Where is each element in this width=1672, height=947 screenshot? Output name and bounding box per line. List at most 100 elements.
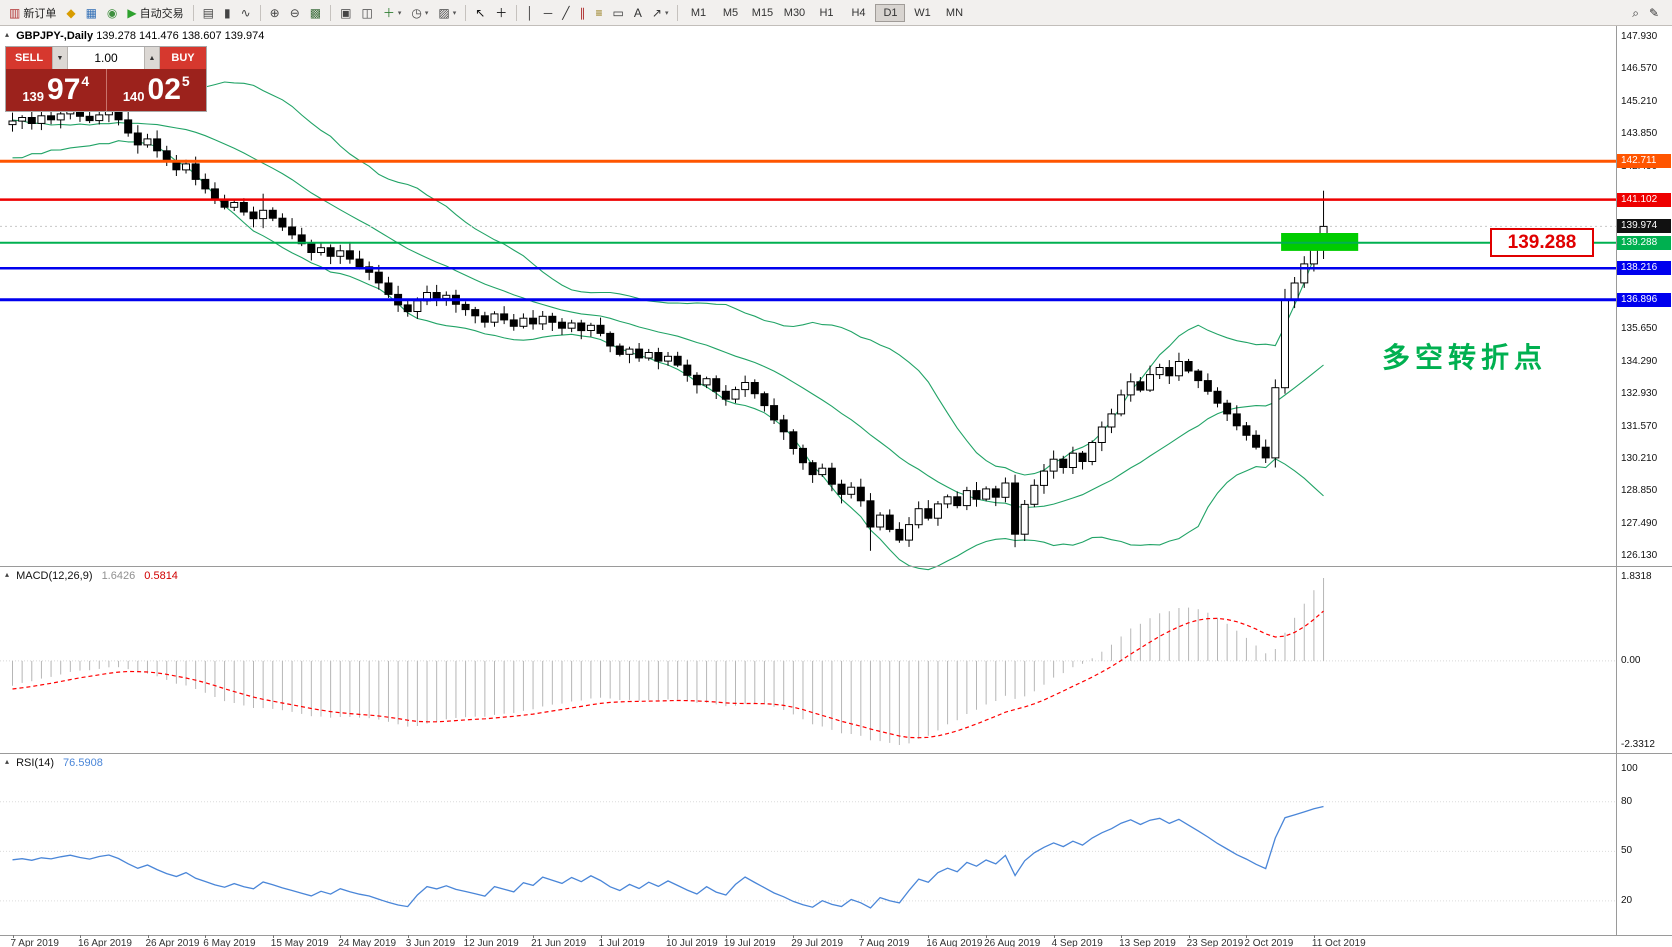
toolbar-separator — [259, 4, 261, 21]
time-axis-label: 2 Oct 2019 — [1244, 938, 1294, 947]
panel-separator-macd[interactable] — [0, 566, 1672, 567]
horizontal-line-icon[interactable]: ─ — [540, 2, 557, 24]
trendline-icon[interactable]: ╱ — [558, 2, 573, 24]
toolbar-separator — [516, 4, 518, 21]
bar-chart-icon[interactable]: ▤ — [199, 2, 218, 24]
time-axis-label: 26 Apr 2019 — [145, 938, 200, 947]
zoom-out-icon: ⊖ — [289, 5, 300, 20]
chevron-down-icon: ▾ — [397, 9, 402, 17]
price-level-badge: 136.896 — [1617, 292, 1671, 307]
cursor-icon[interactable]: ↖ — [471, 2, 489, 24]
buy-button[interactable]: BUY — [160, 47, 206, 69]
rsi-value: 76.5908 — [63, 757, 103, 769]
chevron-down-icon: ▾ — [452, 9, 457, 17]
macd-collapse-icon[interactable]: ▴ — [5, 570, 10, 579]
price-level-badge: 139.288 — [1617, 235, 1671, 250]
zoom-out-icon[interactable]: ⊖ — [286, 2, 304, 24]
time-axis-tick — [205, 935, 207, 938]
candlestick-chart-icon[interactable]: ▮ — [220, 2, 235, 24]
price-callout[interactable]: 139.288 — [1490, 228, 1594, 257]
market-watch-icon[interactable]: ▦ — [82, 2, 101, 24]
rsi-indicator — [0, 801, 1616, 909]
timeframe-m1[interactable]: M1 — [690, 6, 707, 19]
symbols-icon: ◆ — [66, 5, 76, 20]
trendline-icon: ╱ — [562, 5, 570, 20]
time-axis-tick — [147, 935, 149, 938]
turning-point-annotation[interactable]: 多空转折点 — [1382, 342, 1548, 373]
macd-axis-label: 0.00 — [1621, 654, 1641, 666]
symbols-icon[interactable]: ◆ — [62, 2, 79, 24]
channel-icon[interactable]: ∥ — [576, 2, 590, 24]
arrange-windows-icon[interactable]: ▣ — [336, 2, 355, 24]
crosshair-icon[interactable]: ＋ — [491, 2, 511, 24]
timeframe-m15[interactable]: M15 — [751, 6, 774, 19]
timeframe-w1[interactable]: W1 — [914, 6, 931, 19]
new-order-button[interactable]: ▥ 新订单 — [5, 2, 60, 24]
template-dropdown[interactable]: ▨ ▾ — [434, 2, 460, 24]
search-icon: ⌕ — [1632, 5, 1639, 20]
cascade-windows-icon[interactable]: ◫ — [357, 2, 376, 24]
timeframe-h1[interactable]: H1 — [819, 6, 834, 19]
navigator-icon[interactable]: ◉ — [103, 2, 121, 24]
autotrade-button[interactable]: ▶ 自动交易 — [123, 2, 187, 24]
new-order-button-label: 新订单 — [23, 7, 57, 20]
time-axis-tick — [928, 935, 930, 938]
timeframe-mn[interactable]: MN — [945, 6, 964, 19]
tile-windows-icon[interactable]: ▩ — [306, 2, 325, 24]
sell-price-prefix: 139 — [22, 89, 45, 104]
timeframe-d1[interactable]: D1 — [875, 3, 906, 22]
macd-axis-label: 1.8318 — [1621, 571, 1652, 582]
time-axis-label: 11 Oct 2019 — [1311, 938, 1366, 947]
vertical-line-icon[interactable]: │ — [522, 2, 538, 24]
time-axis-tick — [272, 935, 274, 938]
sell-price[interactable]: 139 97 4 — [6, 69, 106, 111]
time-axis-tick — [725, 935, 727, 938]
toolbar: ▥ 新订单 ◆ ▦ ◉ ▶ 自动交易 ▤ ▮ ∿ ⊕ ⊖ ▩ ▣ ◫ ＋ ▾ ◷ ▾ ▨ ▾ ↖ ＋ │ ─ ╱ ∥ ≡ ▭ A ↗ ▾ M1… — [0, 0, 1672, 26]
volume-decrease-button[interactable]: ▼ — [52, 47, 68, 69]
time-axis-label: 6 May 2019 — [203, 938, 256, 947]
edit-icon: ✎ — [1648, 5, 1659, 20]
timeframe-h4[interactable]: H4 — [851, 6, 866, 19]
volume-input[interactable] — [68, 47, 144, 69]
panel-separator-rsi[interactable] — [0, 753, 1672, 754]
shapes-icon[interactable]: ▭ — [609, 2, 628, 24]
volume-increase-button[interactable]: ▲ — [144, 47, 160, 69]
new-order-button: ▥ — [9, 5, 21, 20]
rsi-label: ▴ RSI(14) 76.5908 — [5, 757, 103, 769]
time-axis-label: 12 Jun 2019 — [463, 938, 519, 947]
time-axis-tick — [1313, 935, 1315, 938]
time-axis-label: 16 Apr 2019 — [78, 938, 132, 947]
sell-button[interactable]: SELL — [6, 47, 52, 69]
timeframe-m5[interactable]: M5 — [722, 6, 739, 19]
search-icon[interactable]: ⌕ — [1628, 2, 1643, 24]
time-axis-label: 19 Jul 2019 — [723, 938, 776, 947]
buy-price[interactable]: 140 02 5 — [107, 69, 207, 111]
price-axis-label: 143.850 — [1621, 128, 1658, 140]
line-chart-icon[interactable]: ∿ — [237, 2, 255, 24]
level-lines[interactable] — [0, 159, 1616, 302]
arrow-tools-dropdown[interactable]: ↗ ▾ — [648, 2, 673, 24]
arrange-windows-icon: ▣ — [340, 5, 352, 20]
edit-icon[interactable]: ✎ — [1645, 2, 1663, 24]
timeframe-m30[interactable]: M30 — [783, 6, 806, 19]
price-axis-label: 128.850 — [1621, 485, 1658, 497]
price-axis-label: 146.570 — [1621, 63, 1658, 75]
rsi-collapse-icon[interactable]: ▴ — [5, 757, 10, 766]
collapse-icon[interactable]: ▴ — [5, 30, 10, 39]
text-icon[interactable]: A — [630, 2, 646, 24]
chevron-down-icon: ▾ — [424, 9, 429, 17]
candlestick-chart-icon: ▮ — [223, 5, 231, 20]
quote-ohlc: 139.278 141.476 138.607 139.974 — [96, 30, 265, 42]
fibonacci-icon[interactable]: ≡ — [592, 2, 607, 24]
buy-price-pipette: 5 — [181, 73, 190, 89]
indicator-add-dropdown[interactable]: ＋ ▾ — [379, 2, 406, 24]
time-axis-label: 4 Sep 2019 — [1051, 938, 1103, 947]
time-axis-label: 1 Jul 2019 — [598, 938, 645, 947]
price-axis-label: 147.930 — [1621, 31, 1658, 42]
zoom-in-icon[interactable]: ⊕ — [266, 2, 284, 24]
one-click-trade-panel: SELL ▼ ▲ BUY 139 97 4 140 02 5 — [5, 46, 207, 112]
period-dropdown[interactable]: ◷ ▾ — [407, 2, 432, 24]
navigator-icon: ◉ — [106, 5, 118, 20]
